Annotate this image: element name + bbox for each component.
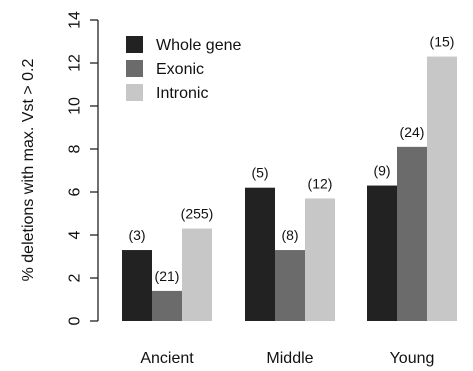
bar-value-label: (12) — [308, 175, 333, 191]
x-tick-label: Middle — [266, 350, 313, 367]
bar — [152, 290, 182, 321]
y-tick-label: 2 — [67, 273, 84, 282]
y-tick-label: 10 — [67, 97, 84, 115]
bar — [122, 250, 152, 321]
y-tick-label: 0 — [67, 316, 84, 325]
x-tick-label: Ancient — [140, 350, 194, 367]
bar — [427, 56, 457, 322]
x-axis-tick-labels: Ancient Middle Young — [140, 350, 434, 367]
y-tick-label: 14 — [67, 11, 84, 29]
bar — [305, 198, 335, 321]
bar-value-label: (255) — [181, 206, 214, 222]
bar — [397, 146, 427, 321]
bar — [367, 185, 397, 321]
y-tick-label: 8 — [67, 144, 84, 153]
legend-label: Intronic — [156, 85, 208, 102]
legend-swatch — [126, 84, 143, 101]
y-tick-label: 4 — [67, 230, 84, 239]
bar-value-label: (21) — [155, 268, 180, 284]
y-axis-label: % deletions with max. Vst > 0.2 — [20, 59, 37, 282]
legend-label: Exonic — [156, 61, 204, 78]
bar-value-label: (9) — [373, 163, 390, 179]
y-tick-label: 6 — [67, 187, 84, 196]
legend-swatch — [126, 36, 143, 53]
bar-value-label: (15) — [430, 34, 455, 50]
y-axis: 0 2 4 6 8 10 12 14 — [67, 11, 99, 325]
bar-value-label: (24) — [400, 124, 425, 140]
bar — [275, 250, 305, 321]
bar — [245, 187, 275, 321]
bar — [182, 228, 212, 321]
legend-swatch — [126, 60, 143, 77]
bar-value-label: (3) — [128, 227, 145, 243]
bar-value-label: (8) — [281, 227, 298, 243]
bar-value-label: (5) — [251, 165, 268, 181]
legend-label: Whole gene — [156, 37, 241, 54]
bars — [122, 56, 457, 322]
x-tick-label: Young — [390, 350, 435, 367]
legend: Whole gene Exonic Intronic — [126, 36, 241, 102]
y-tick-label: 12 — [67, 54, 84, 72]
bar-value-labels: (3) (21) (255) (5) (8) (12) (9) (24) (15) — [128, 34, 454, 284]
